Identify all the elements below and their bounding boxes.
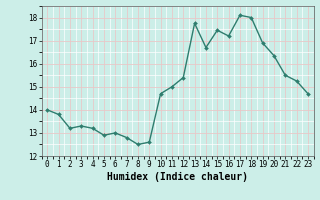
- X-axis label: Humidex (Indice chaleur): Humidex (Indice chaleur): [107, 172, 248, 182]
